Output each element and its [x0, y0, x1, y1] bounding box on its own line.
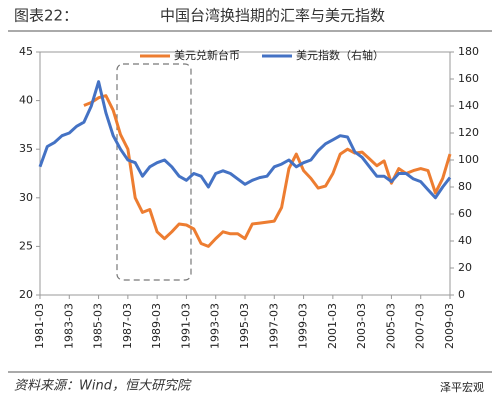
- x-tick-label: 1981-03: [33, 303, 46, 349]
- y2-tick-label: 60: [458, 207, 472, 220]
- y-tick-label: 20: [19, 288, 33, 301]
- y2-tick-label: 80: [458, 180, 472, 193]
- x-tick-label: 1997-03: [267, 303, 280, 349]
- y-tick-label: 30: [19, 191, 33, 204]
- y2-tick-label: 180: [458, 45, 479, 58]
- legend-label: 美元兑新台币: [174, 48, 240, 62]
- y-tick-label: 45: [19, 45, 33, 58]
- y-tick-label: 25: [19, 239, 33, 252]
- y2-tick-label: 120: [458, 126, 479, 139]
- x-tick-label: 1983-03: [62, 303, 75, 349]
- x-tick-label: 1991-03: [179, 303, 192, 349]
- y-tick-label: 40: [19, 94, 33, 107]
- highlight-box: [116, 63, 192, 281]
- watermark: 泽平宏观: [440, 380, 484, 394]
- x-tick-label: 2009-03: [443, 303, 456, 349]
- series-line: [38, 80, 452, 200]
- y2-tick-label: 100: [458, 153, 479, 166]
- x-tick-label: 2003-03: [355, 303, 368, 349]
- series-line: [83, 94, 452, 248]
- y2-tick-label: 140: [458, 99, 479, 112]
- x-tick-label: 1995-03: [238, 303, 251, 349]
- y-tick-label: 35: [19, 142, 33, 155]
- x-tick-label: 2007-03: [414, 303, 427, 349]
- legend-label: 美元指数（右轴）: [296, 48, 384, 62]
- y2-tick-label: 40: [458, 234, 472, 247]
- source: 资料来源：Wind，恒大研究院: [14, 378, 192, 394]
- x-tick-label: 2001-03: [326, 303, 339, 349]
- x-tick-label: 1993-03: [209, 303, 222, 349]
- y2-tick-label: 20: [458, 261, 472, 274]
- chart-title: 中国台湾换挡期的汇率与美元指数: [160, 7, 385, 25]
- x-tick-label: 1999-03: [297, 303, 310, 349]
- y2-tick-label: 0: [458, 288, 465, 301]
- figure-label: 图表22：: [14, 7, 78, 25]
- x-tick-label: 2005-03: [384, 303, 397, 349]
- x-tick-label: 1989-03: [150, 303, 163, 349]
- x-tick-label: 1987-03: [121, 303, 134, 349]
- y2-tick-label: 160: [458, 72, 479, 85]
- x-tick-label: 1985-03: [92, 303, 105, 349]
